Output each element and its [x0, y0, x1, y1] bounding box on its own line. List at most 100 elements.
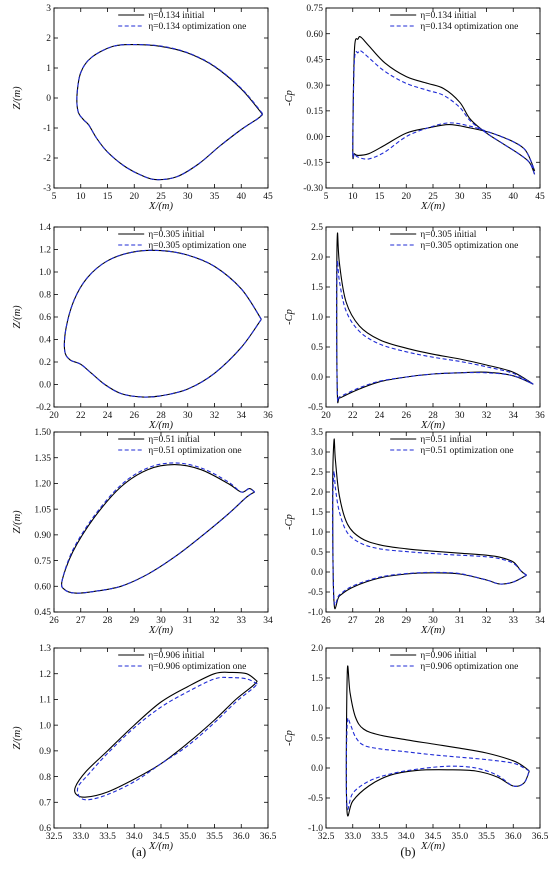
x-tick-label: 25 — [156, 192, 166, 202]
y-tick-label: 0.8 — [39, 773, 51, 783]
y-tick-label: 0.4 — [39, 336, 51, 346]
y-tick-label: -2 — [43, 154, 51, 164]
y-tick-label: 0 — [46, 94, 51, 104]
x-tick-label: 35.0 — [451, 832, 468, 842]
y-tick-label: 1.4 — [39, 223, 51, 233]
chart-a2: 20 22 24 26 28 30 32 34 36 -0.2 0.0 0.2 0.4 0.6 0.8 1.0… — [12, 223, 273, 431]
y-tick-label: 0.75 — [306, 4, 323, 14]
x-tick-label: 34.0 — [398, 832, 415, 842]
legend-entry: η=0.51 initial — [420, 435, 472, 445]
x-tick-label: 20 — [130, 192, 140, 202]
x-tick-label: 30 — [455, 192, 465, 202]
series-line-optimized — [61, 462, 255, 594]
x-tick-label: 30 — [183, 411, 193, 421]
y-tick-label: 2.0 — [311, 253, 323, 263]
legend-entry: η=0.906 optimization one — [420, 662, 518, 672]
chart-a3: 26 27 28 29 30 31 32 33 34 0.45 0.60 0.75 0.90 1.05 1.… — [12, 428, 273, 636]
x-tick-label: 34 — [535, 616, 545, 626]
x-tick-label: 33.5 — [99, 832, 116, 842]
x-axis-label: X/(m) — [148, 420, 173, 431]
x-tick-label: 26 — [130, 411, 140, 421]
chart-b1: 5 10 15 20 25 30 35 40 45 -0.30 -0.15 0.00 0.15 0.30 0… — [284, 4, 545, 212]
y-tick-label: 1.0 — [39, 721, 51, 731]
series-line-initial — [345, 665, 530, 817]
x-tick-label: 35 — [482, 192, 492, 202]
x-tick-label: 45 — [263, 192, 273, 202]
y-tick-label: 0.5 — [311, 548, 323, 558]
y-axis-label: -Cp — [284, 309, 295, 325]
y-axis-label: Z/(m) — [12, 510, 23, 534]
plot-frame — [53, 226, 269, 408]
y-tick-label: -0.5 — [308, 588, 323, 598]
y-tick-label: 1.0 — [311, 528, 323, 538]
plot-frame — [53, 647, 269, 829]
x-axis-label: X/(m) — [420, 625, 445, 636]
y-tick-label: 0.15 — [306, 107, 323, 117]
x-tick-label: 26 — [49, 616, 59, 626]
y-tick-label: 0.30 — [306, 81, 323, 91]
y-tick-label: 1.2 — [39, 670, 51, 680]
y-tick-label: -0.5 — [308, 794, 323, 804]
y-tick-label: 0.7 — [39, 798, 51, 808]
y-tick-label: 0.60 — [306, 30, 323, 40]
x-tick-label: 36 — [535, 411, 545, 421]
y-tick-label: 2 — [46, 34, 51, 44]
y-tick-label: 1 — [46, 64, 51, 74]
series-line-initial — [61, 464, 255, 594]
x-tick-label: 5 — [324, 192, 329, 202]
y-axis-label: Z/(m) — [12, 726, 23, 750]
series-line-optimized — [63, 249, 262, 398]
x-tick-label: 22 — [348, 411, 358, 421]
y-tick-label: 0.0 — [311, 568, 323, 578]
x-tick-label: 28 — [103, 616, 113, 626]
y-tick-label: -0.15 — [303, 158, 323, 168]
series-line-initial — [332, 438, 527, 610]
x-tick-label: 30 — [183, 192, 193, 202]
x-tick-label: 30 — [428, 616, 438, 626]
x-axis-label: X/(m) — [148, 841, 173, 852]
y-tick-label: 0.75 — [34, 557, 51, 567]
y-tick-label: 1.50 — [34, 428, 51, 438]
x-tick-label: 33.5 — [371, 832, 388, 842]
y-tick-label: 0.0 — [39, 381, 51, 391]
y-tick-label: 1.5 — [311, 508, 323, 518]
legend-entry: η=0.305 initial — [148, 230, 205, 240]
x-tick-label: 35.5 — [478, 832, 495, 842]
x-tick-label: 40 — [509, 192, 519, 202]
y-axis-label: -Cp — [284, 514, 295, 530]
x-tick-label: 33 — [237, 616, 247, 626]
y-tick-label: 1.0 — [311, 704, 323, 714]
plot-frame — [325, 647, 541, 829]
series-line-optimized — [352, 50, 536, 175]
x-tick-label: 33 — [509, 616, 519, 626]
y-tick-label: 2.0 — [311, 488, 323, 498]
y-tick-label: -0.30 — [303, 184, 323, 194]
x-tick-label: 5 — [52, 192, 57, 202]
x-tick-label: 45 — [535, 192, 545, 202]
y-tick-label: -0.5 — [308, 403, 323, 413]
y-tick-label: 0.0 — [311, 373, 323, 383]
series-line-initial — [74, 671, 258, 798]
y-tick-label: 0.90 — [34, 531, 51, 541]
x-tick-label: 29 — [130, 616, 140, 626]
x-tick-label: 36.5 — [532, 832, 549, 842]
x-tick-label: 32 — [210, 616, 220, 626]
legend-entry: η=0.305 optimization one — [148, 241, 246, 251]
x-tick-label: 15 — [103, 192, 113, 202]
x-tick-label: 35.5 — [206, 832, 223, 842]
plot-frame — [53, 7, 269, 189]
x-tick-label: 35 — [210, 192, 220, 202]
y-tick-label: 0.5 — [311, 734, 323, 744]
x-tick-label: 34 — [263, 616, 273, 626]
chart-b2: 20 22 24 26 28 30 32 34 36 -0.5 0.0 0.5 1.0 1.5 2.0 2.5… — [284, 223, 545, 431]
y-tick-label: 0.6 — [39, 824, 51, 834]
y-tick-label: -3 — [43, 184, 51, 194]
x-tick-label: 34.0 — [126, 832, 143, 842]
x-tick-label: 32.5 — [318, 832, 335, 842]
x-tick-label: 35.0 — [179, 832, 196, 842]
x-tick-label: 31 — [183, 616, 193, 626]
series-line-optimized — [332, 470, 527, 606]
y-axis-label: -Cp — [284, 90, 295, 106]
x-tick-label: 40 — [237, 192, 247, 202]
y-tick-label: 1.35 — [34, 454, 51, 464]
